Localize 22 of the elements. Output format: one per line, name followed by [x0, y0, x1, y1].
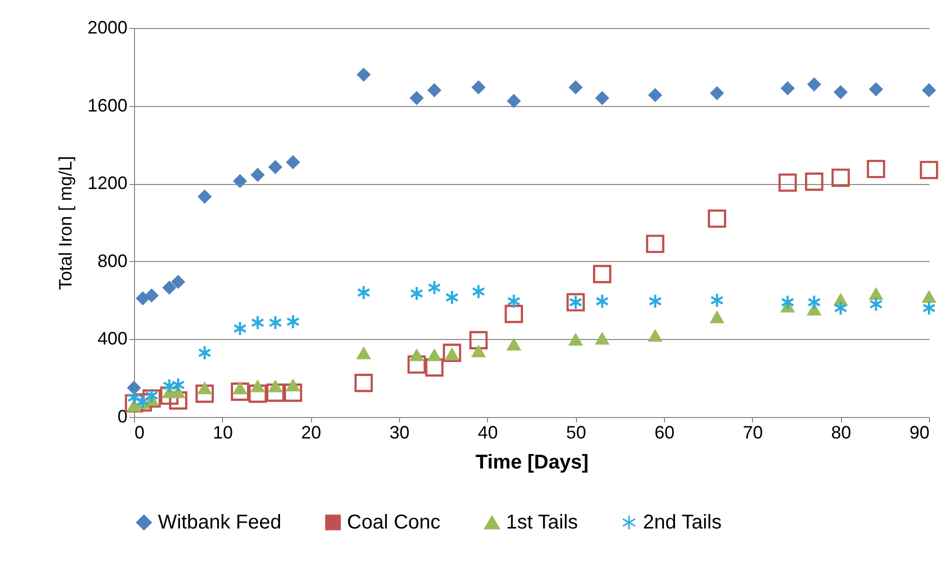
x-tick-label: 60	[654, 422, 675, 442]
x-tick-label: 0	[134, 422, 145, 442]
legend-label: Witbank Feed	[158, 511, 282, 534]
x-tick-label: 30	[389, 422, 410, 442]
y-tick-label: 1600	[87, 95, 128, 116]
x-tick-label: 50	[566, 422, 586, 442]
x-tick-label: 20	[301, 422, 322, 442]
legend-label: 1st Tails	[506, 512, 578, 534]
y-tick-label: 2000	[87, 18, 128, 38]
x-tick-label: 90	[909, 422, 930, 442]
legend-label: Coal Conc	[347, 511, 440, 534]
y-tick-label: 800	[97, 250, 128, 271]
y-tick-label: 400	[97, 328, 128, 349]
legend-label: 2nd Tails	[643, 511, 722, 534]
x-axis-title: Time [Days]	[475, 452, 589, 474]
y-axis-title: Total Iron [ mg/L]	[55, 156, 76, 290]
x-tick-label: 80	[831, 422, 852, 442]
y-tick-label: 1200	[87, 173, 128, 194]
x-tick-label: 40	[478, 422, 498, 442]
y-tick-label: 0	[117, 406, 128, 426]
x-tick-label: 70	[742, 422, 763, 442]
x-tick-label: 10	[212, 422, 233, 442]
